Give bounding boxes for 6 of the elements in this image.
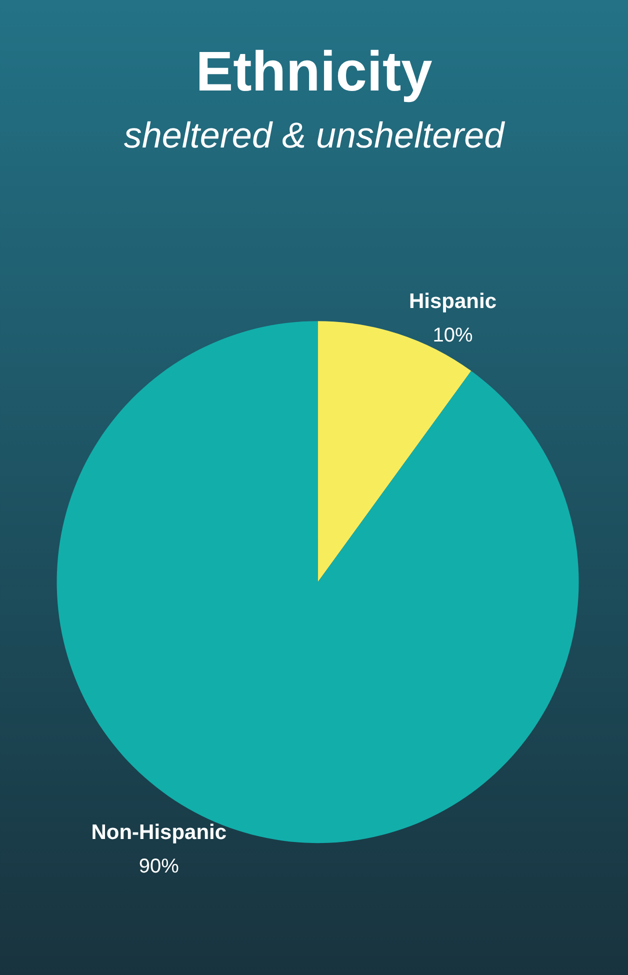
slice-label: Hispanic [408, 290, 497, 314]
data-label: 10% [432, 324, 473, 347]
chart-title: Ethnicity [196, 40, 432, 102]
chart-subtitle: sheltered & unsheltered [124, 114, 506, 156]
data-label: 90% [138, 855, 180, 878]
slice-label: Non-Hispanic [91, 820, 227, 844]
